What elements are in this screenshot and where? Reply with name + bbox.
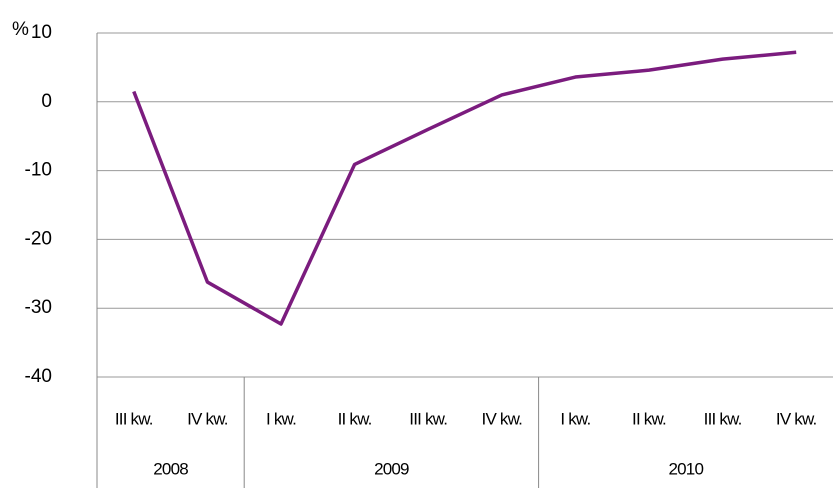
x-tick-label: II kw. [632, 409, 666, 428]
x-tick-label: I kw. [560, 409, 590, 428]
line-series [132, 50, 797, 326]
x-tick-label: IV kw. [776, 409, 817, 428]
x-tick-label: III kw. [115, 409, 153, 428]
x-tick-label: IV kw. [482, 409, 523, 428]
y-unit-label: % [12, 19, 29, 40]
y-tick-label: 10 [31, 22, 52, 43]
x-tick-label: III kw. [409, 409, 447, 428]
x-tick-label: I kw. [266, 409, 296, 428]
y-tick-label: -10 [25, 160, 52, 181]
x-tick-label: IV kw. [187, 409, 228, 428]
group-label: 2010 [668, 459, 703, 478]
x-tick-label: II kw. [338, 409, 372, 428]
group-label: 2008 [153, 459, 188, 478]
y-tick-label: 0 [41, 91, 52, 112]
group-label: 2009 [374, 459, 409, 478]
x-tick-label: III kw. [704, 409, 742, 428]
y-tick-label: -30 [25, 297, 52, 318]
y-tick-label: -20 [25, 228, 52, 249]
y-tick-label: -40 [25, 366, 52, 387]
